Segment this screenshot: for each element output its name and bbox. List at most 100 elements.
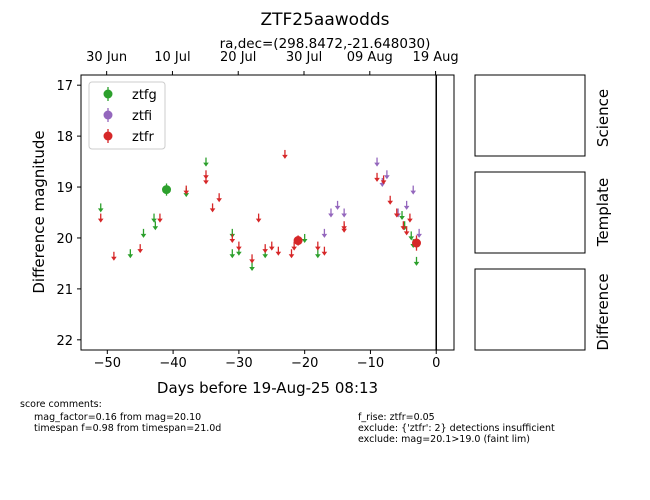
upper-limit-head bbox=[328, 213, 334, 218]
x-tick-label: 0 bbox=[432, 356, 440, 371]
upper-limit-head bbox=[183, 190, 190, 195]
upper-limit-head bbox=[157, 218, 163, 223]
legend-marker bbox=[103, 131, 113, 141]
upper-limit-marker bbox=[203, 175, 209, 185]
detection-point bbox=[293, 235, 303, 246]
legend-marker bbox=[103, 110, 113, 120]
science-panel bbox=[474, 74, 586, 157]
top-date-tick-label: 19 Aug bbox=[413, 50, 459, 65]
upper-limit-marker bbox=[97, 213, 104, 223]
cutout-science: Science bbox=[474, 74, 612, 157]
detection-marker bbox=[293, 236, 303, 246]
upper-limit-head bbox=[288, 254, 295, 259]
x-axis-label: Days before 19-Aug-25 08:13 bbox=[157, 379, 378, 397]
upper-limit-marker bbox=[328, 208, 334, 218]
upper-limit-head bbox=[379, 182, 386, 187]
upper-limit-head bbox=[127, 254, 134, 259]
upper-limit-head bbox=[341, 213, 347, 218]
upper-limit-marker bbox=[282, 149, 288, 159]
upper-limit-marker bbox=[384, 170, 390, 180]
upper-limit-head bbox=[216, 198, 222, 203]
legend-label: ztfg bbox=[132, 88, 157, 103]
upper-limit-marker bbox=[403, 226, 410, 236]
upper-limit-marker bbox=[400, 221, 407, 231]
plot-frame bbox=[80, 74, 455, 351]
upper-limit-marker bbox=[413, 256, 420, 266]
upper-limit-head bbox=[97, 208, 104, 213]
cutout-template: Template bbox=[474, 171, 612, 254]
upper-limit-head bbox=[416, 233, 422, 238]
upper-limit-head bbox=[380, 180, 387, 185]
upper-limit-head bbox=[321, 251, 328, 256]
upper-limit-marker bbox=[151, 213, 157, 223]
upper-limit-head bbox=[137, 249, 144, 254]
upper-limit-head bbox=[97, 218, 104, 223]
x-tick-label: −20 bbox=[291, 356, 318, 371]
upper-limit-head bbox=[315, 246, 321, 251]
upper-limit-head bbox=[301, 238, 308, 243]
detection-point bbox=[412, 235, 422, 251]
upper-limit-head bbox=[334, 205, 341, 210]
top-date-tick-label: 30 Jun bbox=[86, 50, 127, 65]
upper-limit-head bbox=[203, 162, 209, 167]
y-tick-label: 21 bbox=[56, 283, 73, 298]
upper-limit-head bbox=[236, 246, 242, 251]
upper-limit-head bbox=[229, 238, 236, 243]
x-tick-label: −40 bbox=[159, 356, 186, 371]
upper-limit-head bbox=[140, 233, 147, 238]
top-date-tick-label: 30 Jul bbox=[286, 50, 322, 65]
legend-item-ztfr: ztfr bbox=[103, 129, 154, 145]
upper-limit-marker bbox=[236, 241, 242, 251]
upper-limit-head bbox=[384, 175, 390, 180]
y-tick-label: 20 bbox=[56, 232, 73, 247]
legend: ztfg ztfi ztfr bbox=[88, 81, 166, 150]
upper-limit-head bbox=[387, 200, 393, 205]
upper-limit-marker bbox=[209, 203, 216, 213]
upper-limit-head bbox=[203, 180, 209, 185]
upper-limit-marker bbox=[374, 172, 380, 182]
upper-limit-head bbox=[291, 246, 297, 251]
score-comment-left-1: mag_factor=0.16 from mag=20.10 bbox=[34, 412, 202, 423]
upper-limit-marker bbox=[301, 233, 308, 243]
upper-limit-marker bbox=[341, 208, 347, 218]
score-comment-right-2: exclude: {'ztfr': 2} detections insuffic… bbox=[358, 423, 555, 434]
top-date-tick-label: 09 Aug bbox=[347, 50, 393, 65]
upper-limit-marker bbox=[315, 241, 321, 251]
upper-limit-head bbox=[407, 218, 413, 223]
y-tick-label: 22 bbox=[56, 334, 73, 349]
upper-limit-marker bbox=[97, 203, 104, 213]
upper-limit-marker bbox=[216, 193, 222, 203]
series-ztfr bbox=[97, 149, 422, 264]
upper-limit-marker bbox=[341, 223, 347, 233]
upper-limit-head bbox=[400, 226, 407, 231]
upper-limit-head bbox=[229, 254, 236, 259]
upper-limit-head bbox=[315, 254, 321, 259]
legend-item-ztfg: ztfg bbox=[103, 87, 157, 103]
upper-limit-marker bbox=[416, 228, 422, 238]
difference-label: Difference bbox=[594, 273, 612, 350]
upper-limit-head bbox=[321, 233, 328, 238]
upper-limit-marker bbox=[321, 228, 328, 238]
upper-limit-head bbox=[393, 213, 400, 218]
upper-limit-marker bbox=[229, 233, 236, 243]
template-panel bbox=[474, 171, 586, 254]
y-tick-label: 18 bbox=[56, 130, 73, 145]
upper-limit-head bbox=[249, 266, 255, 271]
upper-limit-head bbox=[374, 177, 380, 182]
top-date-tick-label: 20 Jul bbox=[220, 50, 256, 65]
upper-limit-head bbox=[275, 251, 282, 256]
upper-limit-head bbox=[262, 249, 268, 254]
upper-limit-marker bbox=[262, 244, 268, 254]
legend-label: ztfr bbox=[132, 130, 154, 145]
series-ztfi bbox=[321, 157, 422, 238]
upper-limit-marker bbox=[380, 175, 387, 185]
upper-limit-marker bbox=[403, 200, 410, 210]
upper-limit-head bbox=[403, 231, 410, 236]
score-comment-left-2: timespan f=0.98 from timespan=21.0d bbox=[34, 423, 222, 434]
upper-limit-marker bbox=[229, 249, 236, 259]
cutout-difference: Difference bbox=[474, 268, 612, 351]
y-tick-label: 17 bbox=[56, 79, 73, 94]
y-axis-label: Difference magnitude bbox=[30, 130, 48, 293]
upper-limit-head bbox=[255, 218, 262, 223]
